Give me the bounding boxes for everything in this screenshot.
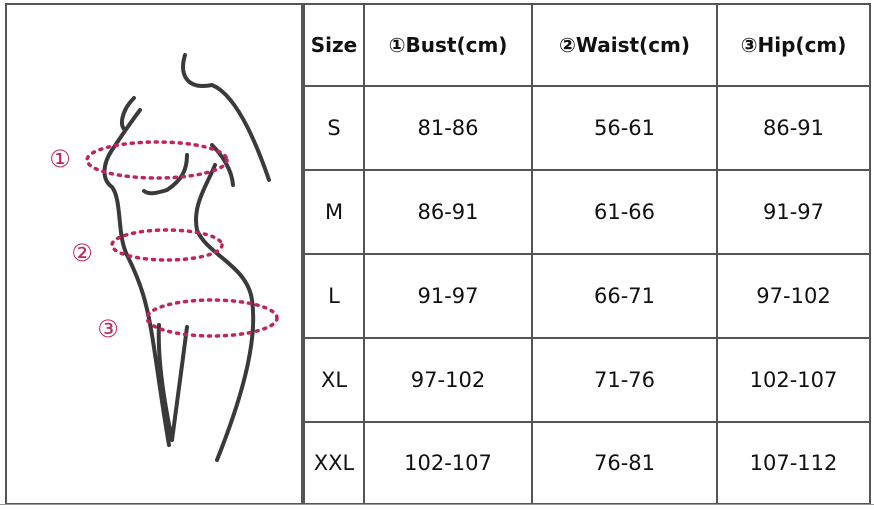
- cell-bust: 102-107: [363, 421, 533, 503]
- cell-size: L: [303, 252, 365, 340]
- cell-size: XL: [303, 337, 365, 424]
- size-chart: ① ② ③ Size ①Bust(cm) ②Waist(cm) ③Hip(cm)…: [5, 3, 871, 505]
- bottom-divider: [0, 504, 874, 510]
- hip-marker: ③: [97, 315, 119, 343]
- header-bust: ①Bust(cm): [363, 5, 533, 87]
- cell-hip: 102-107: [716, 337, 869, 424]
- cell-waist: 66-71: [531, 252, 718, 340]
- table-row: M 86-91 61-66 91-97: [303, 168, 869, 255]
- body-measurement-figure: ① ② ③: [7, 5, 303, 503]
- cell-size: S: [303, 84, 365, 171]
- header-hip: ③Hip(cm): [716, 5, 869, 87]
- cell-hip: 91-97: [716, 168, 869, 255]
- header-size: Size: [303, 5, 365, 87]
- cell-waist: 71-76: [531, 337, 718, 424]
- cell-bust: 97-102: [363, 337, 533, 424]
- header-waist: ②Waist(cm): [531, 5, 718, 87]
- table-header-row: Size ①Bust(cm) ②Waist(cm) ③Hip(cm): [303, 5, 869, 87]
- table-row: S 81-86 56-61 86-91: [303, 84, 869, 171]
- size-table: Size ①Bust(cm) ②Waist(cm) ③Hip(cm) S 81-…: [303, 5, 869, 503]
- table-row: L 91-97 66-71 97-102: [303, 252, 869, 340]
- cell-hip: 97-102: [716, 252, 869, 340]
- cell-waist: 76-81: [531, 421, 718, 503]
- cell-hip: 86-91: [716, 84, 869, 171]
- waist-marker: ②: [71, 239, 93, 267]
- cell-bust: 86-91: [363, 168, 533, 255]
- cell-size: M: [303, 168, 365, 255]
- cell-bust: 91-97: [363, 252, 533, 340]
- bust-marker: ①: [49, 145, 71, 173]
- cell-size: XXL: [303, 421, 365, 503]
- cell-waist: 56-61: [531, 84, 718, 171]
- cell-waist: 61-66: [531, 168, 718, 255]
- cell-hip: 107-112: [716, 421, 869, 503]
- cell-bust: 81-86: [363, 84, 533, 171]
- table-row: XL 97-102 71-76 102-107: [303, 337, 869, 424]
- body-outline-illustration: ① ② ③: [49, 53, 279, 462]
- table-row: XXL 102-107 76-81 107-112: [303, 421, 869, 503]
